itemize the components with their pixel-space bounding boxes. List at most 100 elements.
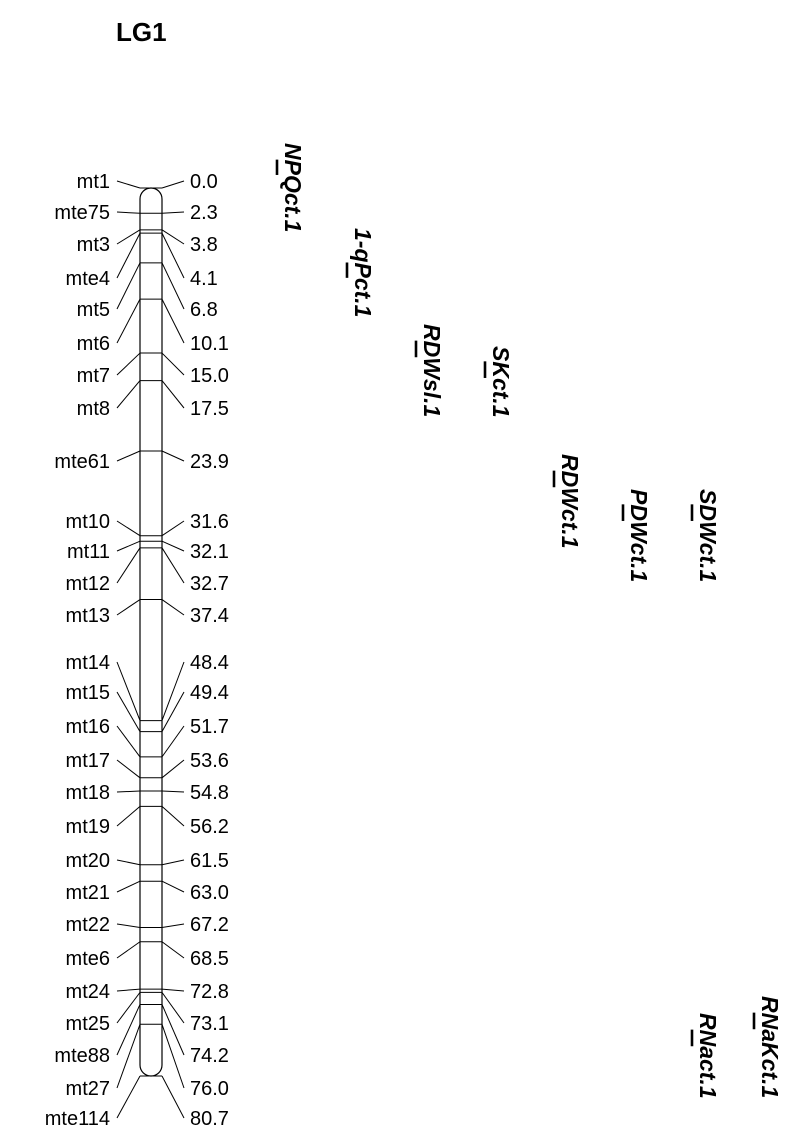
marker-position-connector bbox=[161, 941, 185, 959]
marker-position: 73.1 bbox=[190, 1013, 229, 1035]
marker-position: 61.5 bbox=[190, 850, 229, 872]
marker-name-connector bbox=[116, 923, 141, 928]
marker-position-connector bbox=[161, 988, 185, 992]
marker-name-connector bbox=[116, 1075, 141, 1119]
marker-name: mt27 bbox=[66, 1078, 110, 1100]
qtl-label-text: RDWsl.1 bbox=[419, 324, 445, 417]
marker-position: 17.5 bbox=[190, 398, 229, 420]
qtl-label: 1-qPct.1 bbox=[345, 228, 376, 317]
marker-position-connector bbox=[161, 661, 185, 721]
marker-name: mt7 bbox=[77, 365, 110, 387]
marker-name-connector bbox=[116, 380, 141, 409]
marker-name-connector bbox=[116, 547, 141, 584]
marker-name: mt12 bbox=[66, 573, 110, 595]
marker-position: 3.8 bbox=[190, 234, 218, 256]
marker-name-connector bbox=[116, 262, 141, 310]
qtl-label: NPQct.1 bbox=[275, 143, 306, 232]
marker-name: mte4 bbox=[66, 268, 110, 290]
marker-position-connector bbox=[161, 725, 185, 758]
marker-name: mte61 bbox=[54, 451, 110, 473]
qtl-label-text: RNact.1 bbox=[695, 1013, 721, 1099]
marker-position-connector bbox=[161, 229, 185, 245]
marker-name: mt11 bbox=[67, 541, 110, 563]
marker-position: 56.2 bbox=[190, 816, 229, 838]
marker-name: mt15 bbox=[66, 682, 110, 704]
marker-position: 72.8 bbox=[190, 981, 229, 1003]
marker-name: mte75 bbox=[54, 202, 110, 224]
marker-name: mt17 bbox=[66, 750, 110, 772]
marker-position-labels: 0.0 2.3 3.8 4.1 6.8 10.1 15.0 17.5 23.9 31.6 32.1 3… bbox=[190, 171, 229, 1130]
qtl-label-text: SKct.1 bbox=[488, 346, 514, 418]
marker-position-connector bbox=[161, 547, 185, 584]
marker-position: 0.0 bbox=[190, 171, 218, 193]
marker-position-connector bbox=[161, 806, 185, 827]
chromosome bbox=[139, 187, 163, 1077]
marker-name-connector bbox=[116, 880, 141, 893]
marker-name-connector bbox=[116, 211, 141, 214]
marker-position: 23.9 bbox=[190, 451, 229, 473]
marker-position: 74.2 bbox=[190, 1045, 229, 1067]
marker-name: mt19 bbox=[66, 816, 110, 838]
marker-name-connector bbox=[116, 661, 141, 721]
qtl-label: RDWct.1 bbox=[552, 454, 583, 549]
qtl-label: RNaKct.1 bbox=[752, 996, 783, 1098]
marker-name: mte88 bbox=[54, 1045, 110, 1067]
marker-name: mt5 bbox=[77, 299, 110, 321]
marker-position-connector bbox=[161, 211, 185, 214]
marker-name-connector bbox=[116, 229, 141, 245]
chromosome-bar bbox=[139, 187, 163, 1077]
marker-name-connector bbox=[116, 691, 141, 732]
marker-name-connector bbox=[116, 806, 141, 827]
marker-name: mt3 bbox=[77, 234, 110, 256]
marker-name: mt24 bbox=[66, 981, 110, 1003]
marker-position-connector bbox=[161, 1075, 185, 1119]
marker-position-connector bbox=[161, 599, 185, 616]
qtl-label-text: RNaKct.1 bbox=[757, 996, 783, 1098]
marker-position-connector bbox=[161, 232, 185, 279]
marker-position: 48.4 bbox=[190, 652, 229, 674]
qtl-label-text: 1-qPct.1 bbox=[350, 228, 376, 317]
marker-name-connector bbox=[116, 599, 141, 616]
marker-name: mt6 bbox=[77, 333, 110, 355]
marker-position-connector bbox=[161, 992, 185, 1024]
marker-name-connector bbox=[116, 759, 141, 779]
marker-name-connector bbox=[116, 941, 141, 959]
qtl-labels: NPQct.1 1-qPct.1 RDWsl.1 SKct.1 RDWct.1 PDWct… bbox=[275, 143, 783, 1099]
marker-position: 10.1 bbox=[190, 333, 229, 355]
marker-position-connector bbox=[161, 298, 185, 344]
marker-position: 37.4 bbox=[190, 605, 229, 627]
marker-position-connector bbox=[161, 859, 185, 866]
qtl-label: PDWct.1 bbox=[621, 489, 652, 582]
marker-name-connector bbox=[116, 859, 141, 866]
marker-name: mt14 bbox=[66, 652, 110, 674]
marker-name: mt8 bbox=[77, 398, 110, 420]
qtl-label-text: SDWct.1 bbox=[695, 489, 721, 582]
marker-position-connector bbox=[161, 923, 185, 928]
marker-position-connector bbox=[161, 540, 185, 552]
marker-name: mt22 bbox=[66, 914, 110, 936]
qtl-label-text: NPQct.1 bbox=[280, 143, 306, 232]
marker-position-connector bbox=[161, 1004, 185, 1056]
marker-name: mt25 bbox=[66, 1013, 110, 1035]
marker-name: mte114 bbox=[45, 1108, 110, 1130]
marker-position-connector bbox=[161, 790, 185, 793]
marker-name-connector bbox=[116, 520, 141, 537]
marker-position: 68.5 bbox=[190, 948, 229, 970]
marker-name-connector bbox=[116, 790, 141, 793]
marker-position-connector bbox=[161, 262, 185, 310]
marker-position: 2.3 bbox=[190, 202, 218, 224]
qtl-label: RDWsl.1 bbox=[414, 324, 445, 417]
qtl-label-text: PDWct.1 bbox=[626, 489, 652, 582]
marker-name-connector bbox=[116, 232, 141, 279]
marker-name-connector bbox=[116, 1004, 141, 1056]
marker-position-connector bbox=[161, 759, 185, 779]
marker-position: 6.8 bbox=[190, 299, 218, 321]
marker-name-connector bbox=[116, 988, 141, 992]
marker-position-connector bbox=[161, 880, 185, 893]
marker-position-connector bbox=[161, 352, 185, 376]
marker-name-connector bbox=[116, 180, 141, 189]
marker-position-connector bbox=[161, 180, 185, 189]
marker-name: mt13 bbox=[66, 605, 110, 627]
qtl-label: SKct.1 bbox=[483, 346, 514, 418]
marker-name-connector bbox=[116, 352, 141, 376]
